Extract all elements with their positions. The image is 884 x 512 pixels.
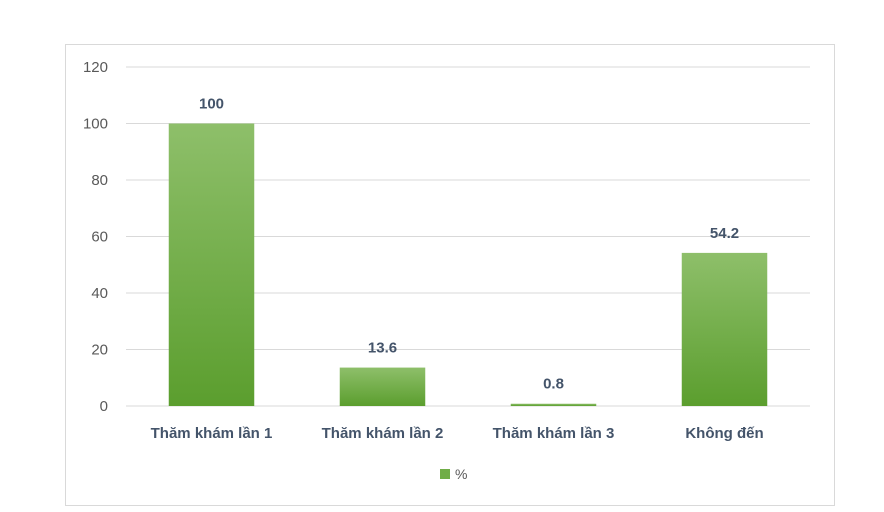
data-labels: 100 13.6 0.8 54.2: [199, 96, 739, 393]
x-category-label: Thăm khám lần 2: [322, 425, 444, 442]
bar: [168, 123, 255, 406]
legend: %: [440, 466, 467, 482]
x-axis-categories: Thăm khám lần 1 Thăm khám lần 2 Thăm khám …: [151, 425, 764, 442]
y-tick-label: 80: [91, 172, 108, 189]
legend-label: %: [455, 466, 467, 482]
y-tick-label: 40: [91, 285, 108, 302]
data-label: 100: [199, 96, 224, 113]
legend-swatch: [440, 469, 450, 479]
x-category-label: Thăm khám lần 1: [151, 425, 273, 442]
data-label: 13.6: [368, 340, 397, 357]
bar: [339, 367, 426, 406]
data-label: 54.2: [710, 225, 739, 242]
y-tick-label: 20: [91, 342, 108, 359]
data-label: 0.8: [543, 376, 564, 393]
y-tick-label: 60: [91, 229, 108, 246]
y-tick-label: 0: [100, 398, 108, 415]
bar: [681, 252, 768, 406]
bars: [168, 123, 768, 406]
y-tick-label: 120: [83, 59, 108, 76]
bar: [510, 403, 597, 406]
x-category-label: Thăm khám lần 3: [493, 425, 615, 442]
y-tick-label: 100: [83, 116, 108, 133]
x-category-label: Không đến: [685, 425, 763, 442]
y-axis-ticks: 0 20 40 60 80 100 120: [83, 59, 108, 415]
